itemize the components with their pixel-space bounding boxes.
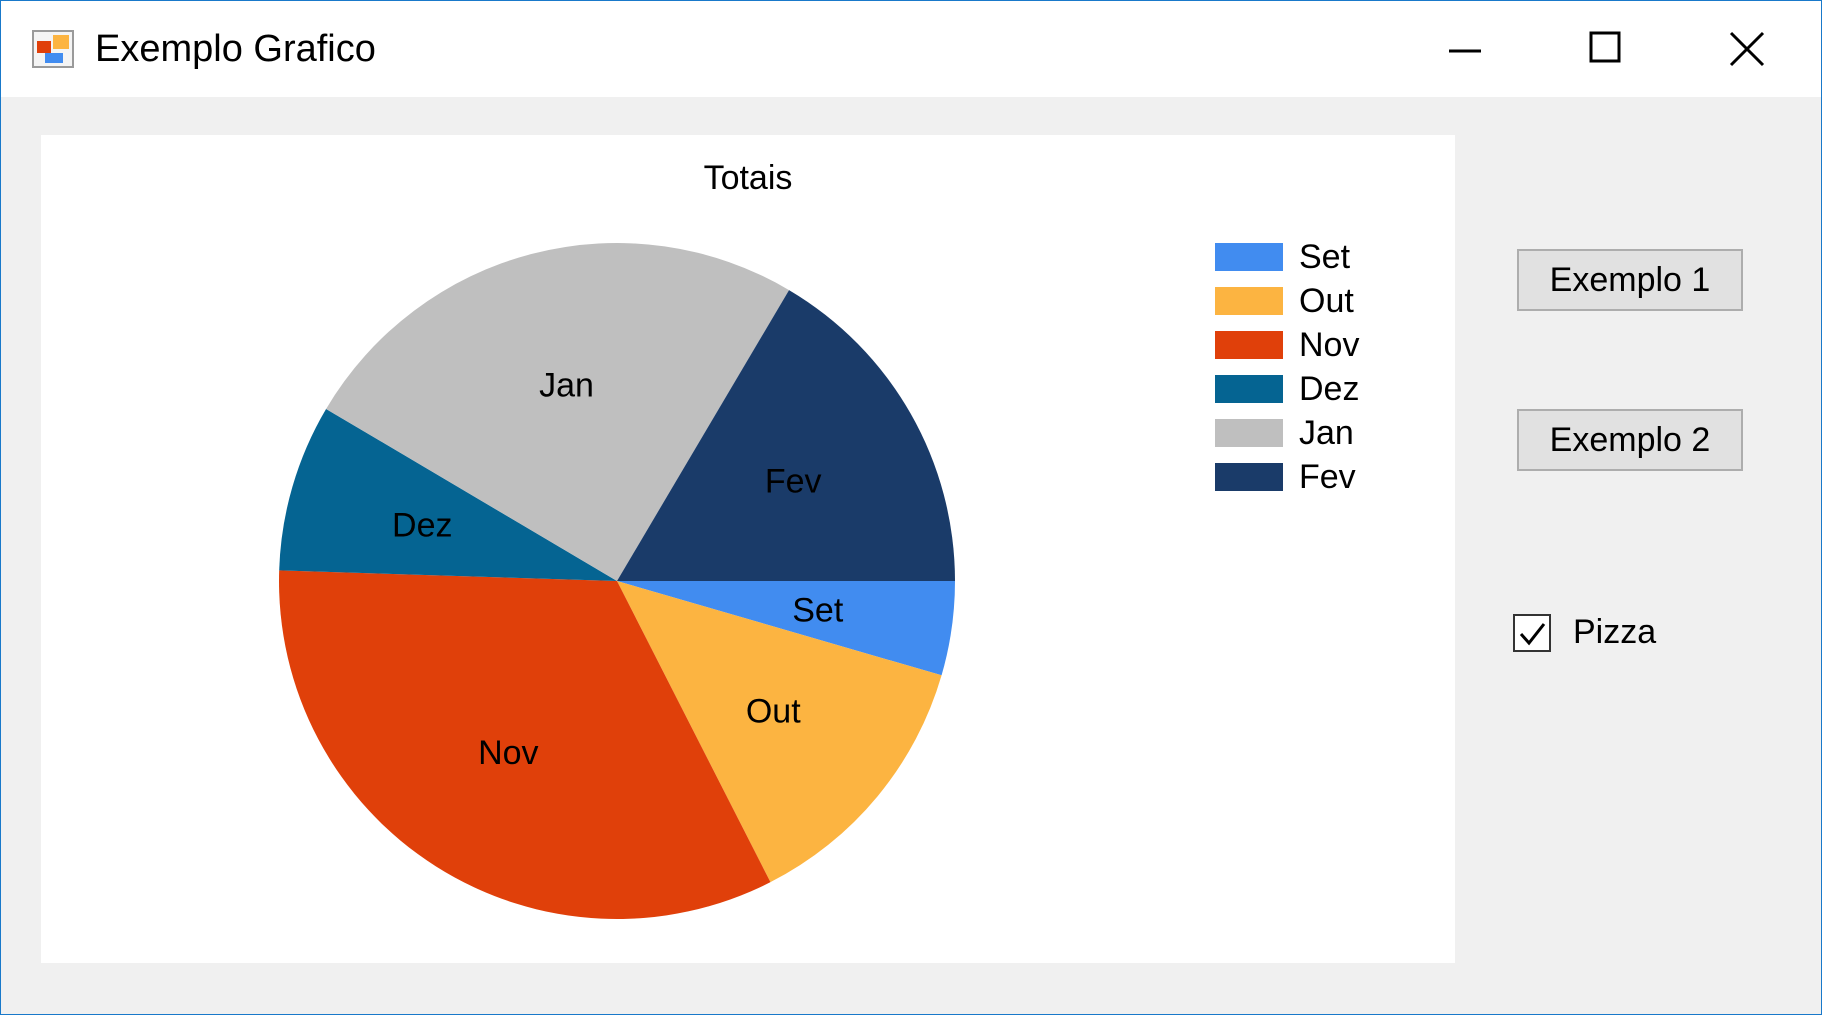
- pie-slice-out: [617, 581, 942, 883]
- maximize-button[interactable]: [1535, 1, 1675, 97]
- pie-label-nov: Nov: [478, 734, 538, 772]
- legend-item-dez: Dez: [1215, 367, 1359, 411]
- pie-slice-set: [617, 581, 955, 676]
- legend-item-fev: Fev: [1215, 455, 1359, 499]
- app-icon: [32, 30, 74, 68]
- legend-swatch: [1215, 463, 1283, 491]
- maximize-icon: [1589, 31, 1621, 63]
- legend-label: Jan: [1299, 413, 1354, 452]
- pie-label-set: Set: [792, 592, 844, 630]
- close-button[interactable]: [1677, 1, 1817, 97]
- window-title: Exemplo Grafico: [95, 28, 376, 70]
- minimize-button[interactable]: [1395, 1, 1535, 97]
- checkbox-box[interactable]: [1513, 613, 1551, 652]
- close-icon: [1729, 31, 1765, 67]
- legend-swatch: [1215, 287, 1283, 315]
- legend-item-out: Out: [1215, 279, 1359, 323]
- legend-swatch: [1215, 331, 1283, 359]
- pie-label-jan: Jan: [539, 367, 594, 405]
- pizza-checkbox[interactable]: Pizza: [1513, 613, 1656, 652]
- legend-label: Dez: [1299, 369, 1360, 408]
- pie-slice-dez: [279, 408, 617, 581]
- example-1-button[interactable]: Exemplo 1: [1517, 249, 1743, 311]
- legend-swatch: [1215, 375, 1283, 403]
- chart-title: Totais: [703, 159, 793, 197]
- legend-label: Fev: [1299, 457, 1356, 496]
- legend-swatch: [1215, 419, 1283, 447]
- legend-item-jan: Jan: [1215, 411, 1359, 455]
- checkbox-label: Pizza: [1573, 613, 1657, 651]
- pie-label-out: Out: [746, 692, 801, 730]
- pie-label-dez: Dez: [392, 506, 452, 544]
- chart-panel: Totais Set Out Nov Dez Jan Fev Set Out Nov Dez Ja…: [41, 135, 1455, 963]
- legend-item-set: Set: [1215, 235, 1359, 279]
- legend-label: Out: [1299, 281, 1354, 320]
- pie-slice-nov: [279, 570, 771, 920]
- chart-legend: Set Out Nov Dez Jan Fev: [1215, 235, 1359, 499]
- example-2-button[interactable]: Exemplo 2: [1517, 409, 1743, 471]
- legend-item-nov: Nov: [1215, 323, 1359, 367]
- title-bar[interactable]: Exemplo Grafico: [1, 1, 1821, 97]
- pie-label-fev: Fev: [765, 463, 822, 501]
- minimize-icon: [1449, 49, 1481, 53]
- legend-label: Nov: [1299, 325, 1360, 364]
- legend-label: Set: [1299, 237, 1351, 276]
- pie-slice-jan: [326, 243, 790, 582]
- legend-swatch: [1215, 243, 1283, 271]
- pie-chart: Set Out Nov Dez Jan Fev: [279, 243, 955, 920]
- checkmark-icon: [1519, 622, 1546, 645]
- pie-slice-fev: [617, 290, 955, 581]
